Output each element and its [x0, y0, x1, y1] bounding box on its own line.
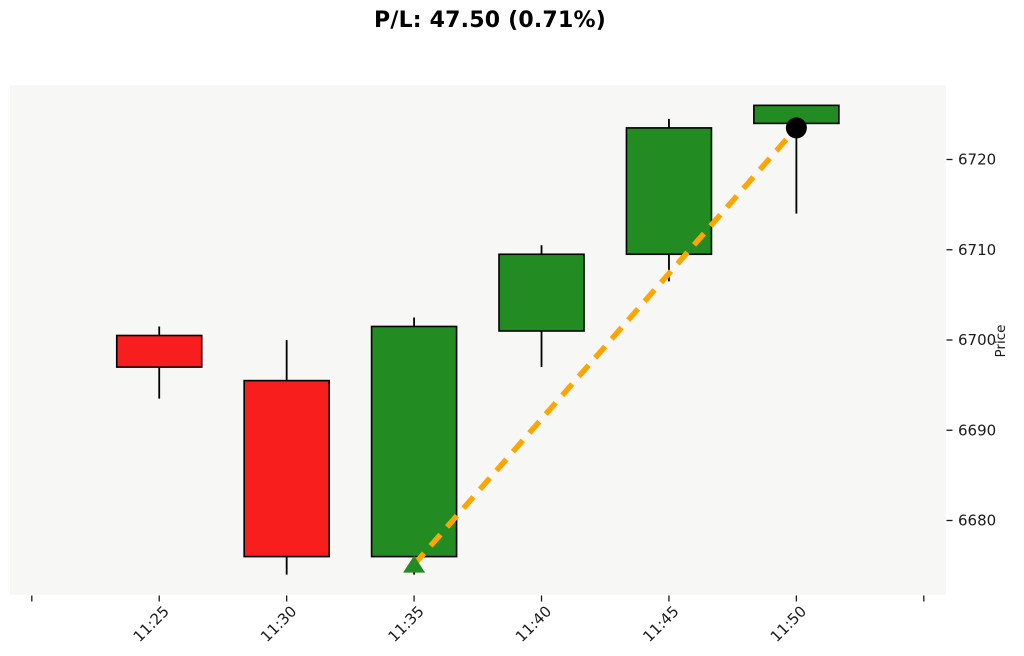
x-tick-label: 11:25	[130, 602, 173, 645]
x-tick-label: 11:45	[639, 602, 682, 645]
exit-marker-icon	[785, 117, 807, 139]
chart-title: P/L: 47.50 (0.71%)	[374, 8, 606, 33]
y-tick-label: 6680	[958, 512, 996, 530]
candle-body-1125	[115, 334, 203, 368]
y-tick-label: 6710	[958, 241, 996, 259]
y-tick-label: 6690	[958, 421, 996, 439]
candle-body-1135	[370, 325, 458, 558]
y-tick-label: 6700	[958, 331, 996, 349]
trade-line	[412, 126, 799, 567]
y-axis-title: Price	[993, 325, 1009, 358]
candle-body-1140	[498, 253, 585, 332]
x-tick-label: 11:40	[512, 602, 555, 645]
entry-marker-icon	[403, 555, 426, 573]
x-tick-label: 11:30	[257, 602, 300, 645]
x-tick-label: 11:50	[767, 602, 810, 645]
y-tick-label: 6720	[958, 151, 996, 169]
candle-body-1130	[243, 379, 330, 558]
x-tick-label: 11:35	[384, 602, 427, 645]
candle-body-1145	[625, 127, 713, 256]
